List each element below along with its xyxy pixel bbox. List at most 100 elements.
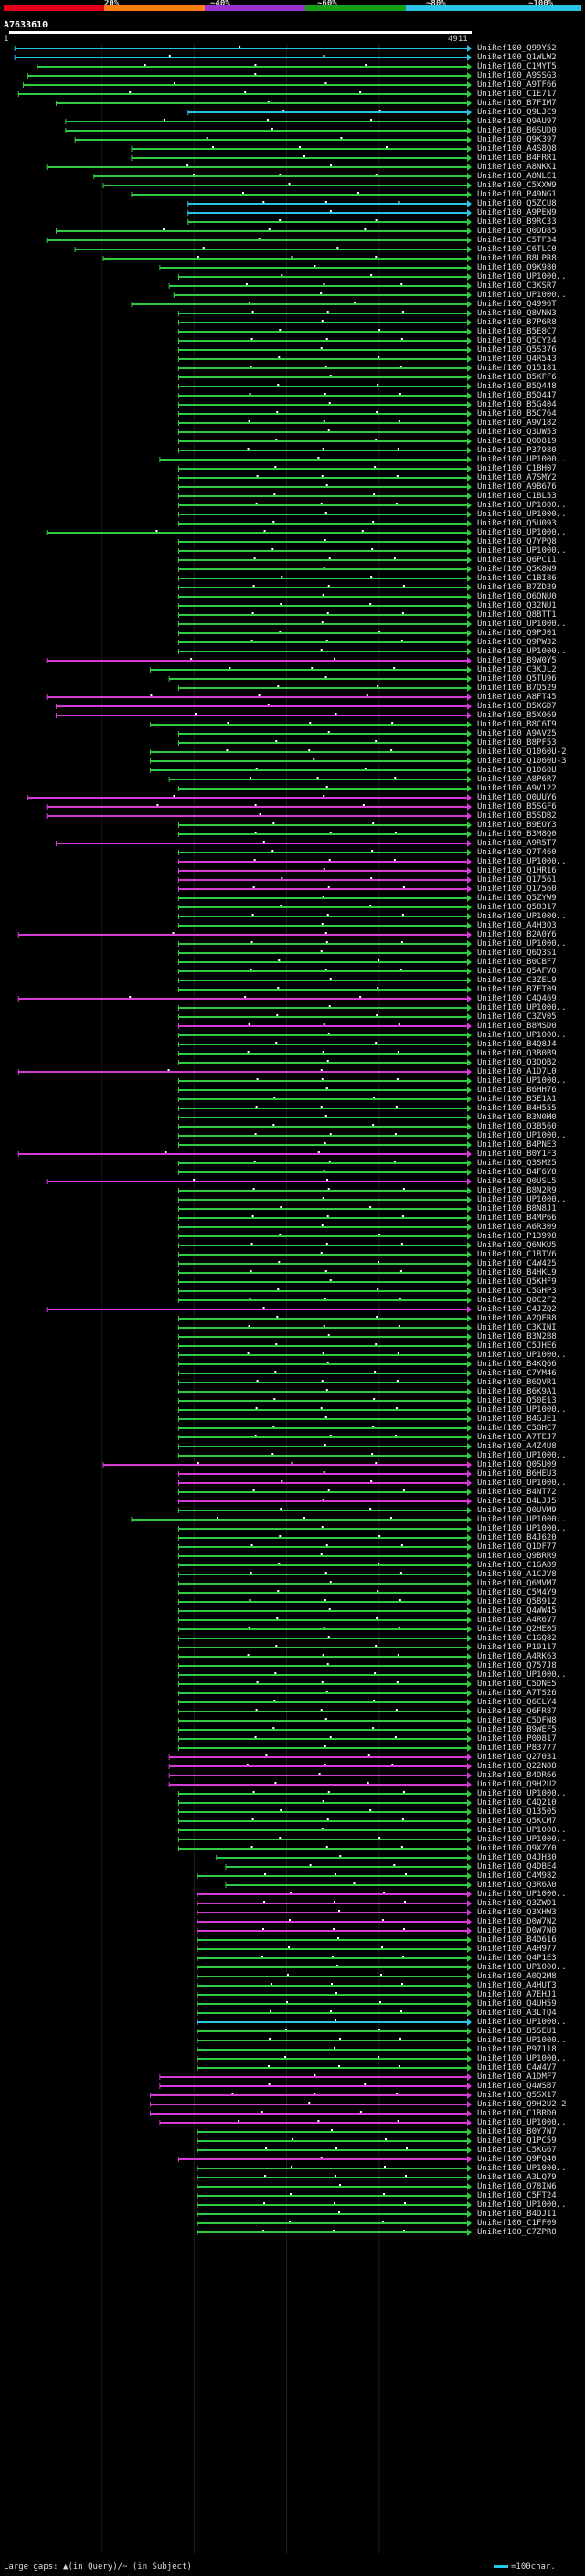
hit-label[interactable]: UniRef100_Q0DD85 <box>477 227 557 236</box>
hit-label[interactable]: UniRef100_Q9XZY0 <box>477 1844 557 1853</box>
hit-label[interactable]: UniRef100_C4W4V7 <box>477 2063 557 2072</box>
hit-label[interactable]: UniRef100_C5TF34 <box>477 236 557 245</box>
hit-label[interactable]: UniRef100_C4M982 <box>477 1871 557 1881</box>
hit-label[interactable]: UniRef100_UP1000.. <box>477 2054 567 2063</box>
hit-label[interactable]: UniRef100_B5E1A1 <box>477 1095 557 1104</box>
hit-label[interactable]: UniRef100_Q5B912 <box>477 1597 557 1606</box>
hit-label[interactable]: UniRef100_Q4WSB7 <box>477 2082 557 2091</box>
hit-label[interactable]: UniRef100_A9PEN9 <box>477 208 557 217</box>
hit-label[interactable]: UniRef100_C4JZQ2 <box>477 1305 557 1314</box>
hit-label[interactable]: UniRef100_Q6NKU5 <box>477 1241 557 1250</box>
hit-label[interactable]: UniRef100_C4W425 <box>477 1259 557 1268</box>
hit-label[interactable]: UniRef100_Q5SX17 <box>477 2091 557 2100</box>
hit-label[interactable]: UniRef100_B4J620 <box>477 1533 557 1542</box>
hit-label[interactable]: UniRef100_Q5CY24 <box>477 336 557 345</box>
hit-label[interactable]: UniRef100_Q6FR87 <box>477 1707 557 1716</box>
hit-label[interactable]: UniRef100_UP1000.. <box>477 912 567 921</box>
hit-label[interactable]: UniRef100_Q3B560 <box>477 1122 557 1131</box>
hit-label[interactable]: UniRef100_A4H3Q3 <box>477 921 557 930</box>
hit-label[interactable]: UniRef100_UP1000.. <box>477 546 567 556</box>
hit-label[interactable]: UniRef100_Q22N88 <box>477 1762 557 1771</box>
hit-label[interactable]: UniRef100_C5XXW9 <box>477 181 557 190</box>
hit-label[interactable]: UniRef100_Q3B0B9 <box>477 1049 557 1058</box>
hit-label[interactable]: UniRef100_UP1000.. <box>477 291 567 300</box>
hit-label[interactable]: UniRef100_A1DMF7 <box>477 2072 557 2082</box>
hit-label[interactable]: UniRef100_Q9K980 <box>477 263 557 272</box>
hit-label[interactable]: UniRef100_Q0SU09 <box>477 1460 557 1469</box>
hit-label[interactable]: UniRef100_Q9PJ01 <box>477 629 557 638</box>
hit-label[interactable]: UniRef100_Q2HE05 <box>477 1625 557 1634</box>
hit-label[interactable]: UniRef100_A3LTQ4 <box>477 2009 557 2018</box>
hit-label[interactable]: UniRef100_UP1000.. <box>477 501 567 510</box>
hit-label[interactable]: UniRef100_UP1000.. <box>477 857 567 866</box>
hit-label[interactable]: UniRef100_D0W7N2 <box>477 1917 557 1926</box>
hit-label[interactable]: UniRef100_Q5KHF9 <box>477 1277 557 1287</box>
hit-label[interactable]: UniRef100_Q1060U <box>477 766 557 775</box>
hit-label[interactable]: UniRef100_C3KINI <box>477 1323 557 1332</box>
hit-label[interactable]: UniRef100_UP1000.. <box>477 1670 567 1680</box>
hit-label[interactable]: UniRef100_B8MSD0 <box>477 1022 557 1031</box>
hit-label[interactable]: UniRef100_B9EOY3 <box>477 821 557 830</box>
hit-label[interactable]: UniRef100_UP1000.. <box>477 1076 567 1086</box>
hit-label[interactable]: UniRef100_B8N2R9 <box>477 1186 557 1195</box>
hit-label[interactable]: UniRef100_C5GHC7 <box>477 1424 557 1433</box>
hit-label[interactable]: UniRef100_C4Q210 <box>477 1798 557 1807</box>
hit-label[interactable]: UniRef100_P49NG1 <box>477 190 557 199</box>
hit-label[interactable]: UniRef100_Q0C2F2 <box>477 1296 557 1305</box>
hit-label[interactable]: UniRef100_B8PF53 <box>477 738 557 747</box>
hit-label[interactable]: UniRef100_A0Q2M8 <box>477 1972 557 1981</box>
hit-label[interactable]: UniRef100_A1CJV8 <box>477 1570 557 1579</box>
hit-label[interactable]: UniRef100_UP1000.. <box>477 1405 567 1415</box>
hit-label[interactable]: UniRef100_B5Q447 <box>477 391 557 400</box>
hit-label[interactable]: UniRef100_A9V122 <box>477 784 557 793</box>
hit-label[interactable]: UniRef100_Q5K8N9 <box>477 565 557 574</box>
hit-label[interactable]: UniRef100_Q9BRR9 <box>477 1552 557 1561</box>
hit-label[interactable]: UniRef100_Q1WLW2 <box>477 53 557 62</box>
hit-label[interactable]: UniRef100_B4GJE1 <box>477 1415 557 1424</box>
hit-label[interactable]: UniRef100_Q7YPQ8 <box>477 537 557 546</box>
hit-label[interactable]: UniRef100_C1BRD0 <box>477 2109 557 2118</box>
hit-label[interactable]: UniRef100_Q9K397 <box>477 135 557 144</box>
hit-label[interactable]: UniRef100_B7FIM7 <box>477 99 557 108</box>
hit-label[interactable]: UniRef100_Q1060U-3 <box>477 757 567 766</box>
hit-label[interactable]: UniRef100_UP1000.. <box>477 1003 567 1012</box>
hit-label[interactable]: UniRef100_D0W7N0 <box>477 1926 557 1935</box>
hit-label[interactable]: UniRef100_UP1000.. <box>477 510 567 519</box>
hit-label[interactable]: UniRef100_B5E8C7 <box>477 327 557 336</box>
hit-label[interactable]: UniRef100_Q17561 <box>477 875 557 885</box>
hit-label[interactable]: UniRef100_Q9H2U2-2 <box>477 2100 567 2109</box>
hit-label[interactable]: UniRef100_B6QVR1 <box>477 1378 557 1387</box>
hit-label[interactable]: UniRef100_C5KG67 <box>477 2146 557 2155</box>
hit-label[interactable]: UniRef100_Q4R543 <box>477 355 557 364</box>
hit-label[interactable]: UniRef100_A3LQ79 <box>477 2173 557 2182</box>
hit-label[interactable]: UniRef100_UP1000.. <box>477 1826 567 1835</box>
hit-label[interactable]: UniRef100_B4KQ66 <box>477 1360 557 1369</box>
hit-label[interactable]: UniRef100_UP1000.. <box>477 528 567 537</box>
hit-label[interactable]: UniRef100_B8C6T9 <box>477 720 557 729</box>
hit-label[interactable]: UniRef100_Q5KCM7 <box>477 1817 557 1826</box>
hit-label[interactable]: UniRef100_C1BI86 <box>477 574 557 583</box>
hit-label[interactable]: UniRef100_B5G404 <box>477 400 557 409</box>
hit-label[interactable]: UniRef100_C3KSR7 <box>477 281 557 291</box>
hit-label[interactable]: UniRef100_Q27031 <box>477 1753 557 1762</box>
hit-label[interactable]: UniRef100_P37980 <box>477 446 557 455</box>
hit-label[interactable]: UniRef100_B6HEU3 <box>477 1469 557 1479</box>
hit-label[interactable]: UniRef100_B0Y1F3 <box>477 1150 557 1159</box>
hit-label[interactable]: UniRef100_P83777 <box>477 1744 557 1753</box>
hit-label[interactable]: UniRef100_B6HH76 <box>477 1086 557 1095</box>
hit-label[interactable]: UniRef100_B8LPR8 <box>477 254 557 263</box>
hit-label[interactable]: UniRef100_B6SUD0 <box>477 126 557 135</box>
hit-label[interactable]: UniRef100_B4FRR1 <box>477 154 557 163</box>
hit-label[interactable]: UniRef100_Q13505 <box>477 1807 557 1817</box>
hit-label[interactable]: UniRef100_UP1000.. <box>477 2164 567 2173</box>
hit-label[interactable]: UniRef100_B9WEF5 <box>477 1725 557 1734</box>
hit-label[interactable]: UniRef100_UP1000.. <box>477 1451 567 1460</box>
hit-label[interactable]: UniRef100_B2A0Y6 <box>477 930 557 939</box>
hit-label[interactable]: UniRef100_UP1000.. <box>477 1515 567 1524</box>
hit-label[interactable]: UniRef100_C1BH07 <box>477 464 557 473</box>
hit-label[interactable]: UniRef100_B7ZD39 <box>477 583 557 592</box>
hit-label[interactable]: UniRef100_A7TEJ7 <box>477 1433 557 1442</box>
hit-label[interactable]: UniRef100_C5FT24 <box>477 2191 557 2200</box>
hit-label[interactable]: UniRef100_C1MYT5 <box>477 62 557 71</box>
hit-label[interactable]: UniRef100_Q5ZYW9 <box>477 894 557 903</box>
